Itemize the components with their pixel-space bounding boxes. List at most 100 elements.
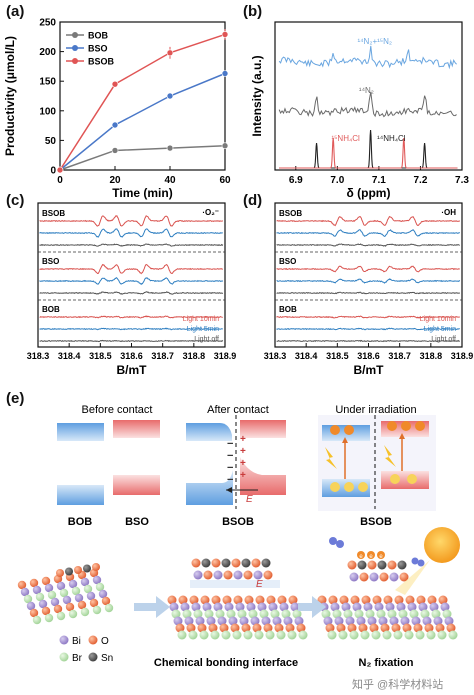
bob-label: BOB — [68, 516, 93, 528]
atom-right — [383, 595, 393, 605]
x-tick-label-a: 20 — [109, 175, 121, 186]
epr-trace-bob-0 — [39, 315, 223, 319]
atom-right-top — [387, 560, 397, 570]
atom-right — [354, 609, 364, 619]
atom-left — [50, 597, 60, 607]
atom-right — [429, 602, 439, 612]
atom-right-top — [397, 560, 407, 570]
atom-mid — [272, 616, 282, 626]
epr-trace-bob-2 — [39, 339, 224, 343]
atom-right-top — [357, 560, 367, 570]
atom-mid — [277, 595, 287, 605]
x-tick-label-b: 7.1 — [372, 175, 386, 186]
atom-left — [17, 580, 27, 590]
atom-mid — [186, 623, 196, 633]
atom-right — [376, 609, 386, 619]
atom-right — [420, 609, 430, 619]
atom-right — [321, 609, 331, 619]
group-label-bsob: BSOB — [42, 209, 65, 218]
data-point-bob — [111, 147, 119, 154]
atom-right — [440, 602, 450, 612]
atom-mid-top — [211, 558, 221, 568]
atom-right — [393, 630, 403, 640]
atom-right — [426, 630, 436, 640]
atom-right — [407, 602, 417, 612]
atom-right — [343, 609, 353, 619]
epr-trace-bob-1 — [276, 327, 460, 331]
atom-mid — [171, 609, 181, 619]
atom-mid — [177, 630, 187, 640]
atom-right — [327, 630, 337, 640]
atom-mid — [292, 609, 302, 619]
atom-left-top — [74, 566, 82, 574]
atom-left-top — [92, 563, 100, 571]
atom-mid — [202, 602, 212, 612]
panel-d-label: (d) — [243, 192, 263, 209]
bso-cb-band — [113, 420, 160, 438]
bob-cb-band — [57, 423, 104, 441]
atom-mid — [184, 616, 194, 626]
atom-right — [405, 595, 415, 605]
atom-mid — [233, 595, 243, 605]
x-tick-label-2: 318.9 — [214, 351, 237, 361]
atom-left — [29, 608, 39, 618]
atom-mid — [188, 630, 198, 640]
atom-right — [325, 623, 335, 633]
nmr-trace-14nh4cl — [279, 129, 458, 169]
atom-right — [400, 616, 410, 626]
atom-left — [32, 585, 42, 595]
electron-badge — [357, 551, 365, 559]
epr-trace-bob-2 — [276, 339, 460, 343]
electron-symbol: e — [359, 554, 363, 560]
atom-mid — [239, 616, 249, 626]
atom-left — [95, 582, 105, 592]
x-tick-label-2: 318.7 — [151, 351, 174, 361]
atom-right — [332, 609, 342, 619]
atom-right — [389, 616, 399, 626]
electron-symbol: e — [369, 554, 373, 560]
y-tick-label-a: 200 — [39, 47, 56, 58]
atom-mid-top2 — [263, 570, 273, 580]
atom-right — [435, 623, 445, 633]
epr-trace-bso-1 — [39, 276, 224, 286]
x-tick-label-3: 318.7 — [388, 351, 411, 361]
epr-trace-bob-1 — [39, 327, 223, 331]
panel-b-label: (b) — [243, 3, 263, 20]
atom-mid — [268, 602, 278, 612]
x-tick-label-b: 6.9 — [289, 175, 303, 186]
atom-right — [336, 623, 346, 633]
atom-right — [413, 623, 423, 633]
atom-mid — [208, 623, 218, 633]
lightning-icon-right — [384, 445, 396, 467]
atom-mid — [197, 623, 207, 633]
series-line-bsob — [59, 33, 226, 171]
atom-mid — [215, 609, 225, 619]
x-tick-label-3: 318.3 — [264, 351, 287, 361]
atom-right — [416, 595, 426, 605]
data-point-bsob — [111, 80, 119, 88]
atom-mid — [167, 595, 177, 605]
atom-left — [38, 599, 48, 609]
group-label-bsob: BSOB — [279, 209, 302, 218]
atom-right — [391, 623, 401, 633]
atom-right — [422, 616, 432, 626]
atom-right — [356, 616, 366, 626]
nmr-trace-14n2-15n2 — [278, 45, 457, 70]
after-bob-vb — [186, 470, 233, 505]
x-tick-label-2: 318.4 — [58, 351, 81, 361]
atom-mid — [265, 630, 275, 640]
annotation-14n2-15n2: ¹⁴N₂+¹⁵N₂ — [357, 37, 392, 46]
svg-text:−: − — [227, 450, 233, 462]
atom-mid — [287, 630, 297, 640]
data-point-bob — [166, 144, 174, 152]
atom-mid — [191, 602, 201, 612]
after-bso-vb — [240, 457, 286, 495]
under-irradiation-title: Under irradiation — [335, 404, 416, 416]
atom-mid — [259, 609, 269, 619]
x-tick-label-a: 40 — [164, 175, 176, 186]
atom-mid — [178, 595, 188, 605]
atom-right — [402, 623, 412, 633]
atom-left — [98, 589, 108, 599]
chart-b: 6.9 7.0 7.1 7.2 7.3 δ (ppm) Intensity (a.u.) ¹⁴… — [250, 21, 469, 200]
atom-right — [374, 602, 384, 612]
